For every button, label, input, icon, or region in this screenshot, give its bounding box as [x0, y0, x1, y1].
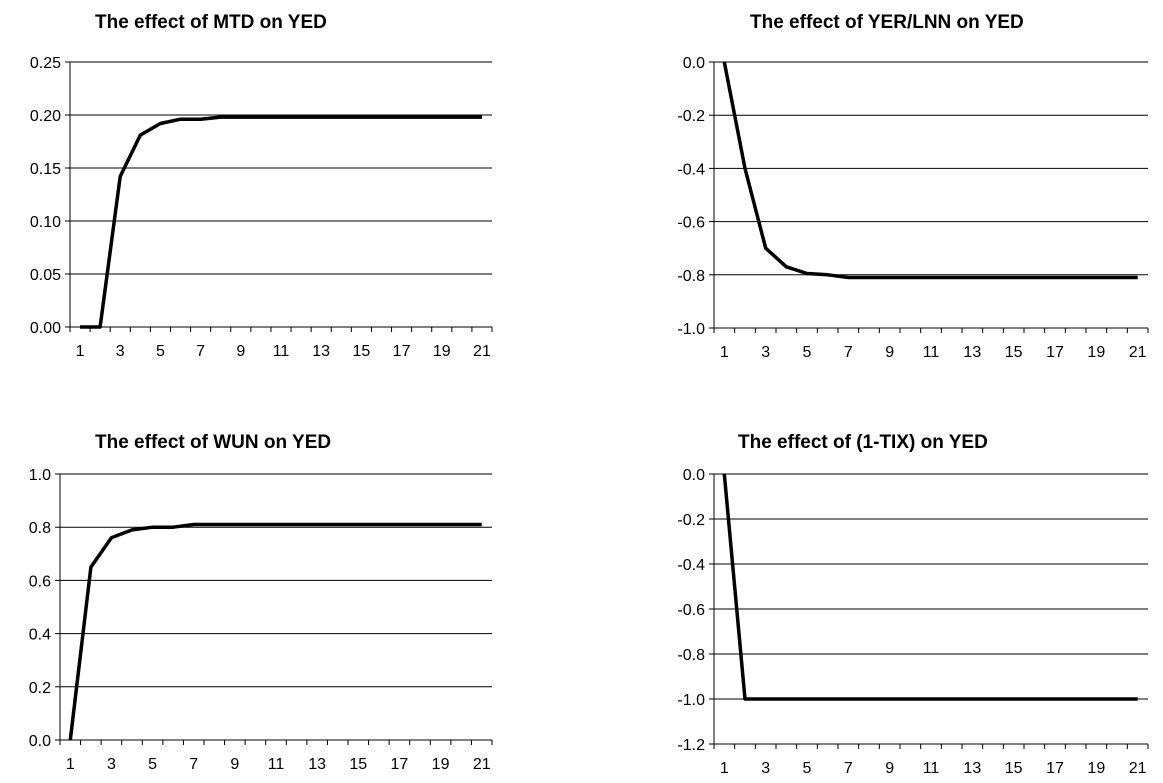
y-tick-label: -1.0	[677, 321, 705, 338]
x-tick-label: 1	[720, 344, 729, 361]
chart-title-yer-lnn: The effect of YER/LNN on YED	[750, 12, 1024, 33]
x-tick-label: 7	[844, 344, 853, 361]
x-tick-label: 17	[1046, 760, 1064, 777]
y-tick-label: 0.0	[683, 467, 705, 484]
x-tick-label: 7	[196, 343, 205, 360]
y-tick-label: 0.15	[30, 161, 61, 178]
y-tick-label: 0.0	[29, 733, 51, 750]
x-tick-label: 9	[236, 343, 245, 360]
y-tick-label: 0.8	[29, 520, 51, 537]
x-tick-label: 17	[1046, 344, 1064, 361]
series-line	[722, 61, 1138, 280]
x-tick-label: 19	[432, 756, 450, 773]
x-tick-label: 3	[761, 760, 770, 777]
x-tick-label: 1	[720, 760, 729, 777]
y-tick-label: -0.2	[677, 512, 705, 529]
x-tick-label: 15	[1005, 760, 1023, 777]
y-tick-label: -0.6	[677, 215, 705, 232]
x-tick-label: 7	[189, 756, 198, 773]
x-tick-label: 1	[66, 756, 75, 773]
y-tick-label: 0.6	[29, 573, 51, 590]
x-tick-label: 17	[393, 343, 411, 360]
x-tick-label: 5	[156, 343, 165, 360]
x-tick-label: 13	[963, 344, 981, 361]
x-tick-label: 9	[230, 756, 239, 773]
x-tick-label: 19	[433, 343, 451, 360]
x-tick-label: 3	[107, 756, 116, 773]
y-tick-label: 0.4	[29, 627, 51, 644]
y-tick-label: 0.25	[30, 55, 61, 72]
chart-title-mtd: The effect of MTD on YED	[95, 12, 327, 33]
y-tick-label: 0.2	[29, 680, 51, 697]
x-tick-label: 21	[473, 756, 491, 773]
y-tick-label: -0.4	[677, 557, 705, 574]
x-tick-label: 3	[116, 343, 125, 360]
chart-title-1-tix: The effect of (1-TIX) on YED	[738, 432, 988, 453]
x-tick-label: 9	[885, 344, 894, 361]
x-tick-label: 15	[352, 343, 370, 360]
x-tick-label: 17	[391, 756, 409, 773]
y-tick-label: -0.6	[677, 602, 705, 619]
series-line	[722, 473, 1138, 701]
x-tick-label: 13	[312, 343, 330, 360]
y-tick-label: 0.05	[30, 267, 61, 284]
x-tick-label: 9	[885, 760, 894, 777]
y-tick-label: 0.20	[30, 108, 61, 125]
series-line	[80, 115, 482, 329]
x-tick-label: 5	[148, 756, 157, 773]
y-tick-label: -0.4	[677, 161, 705, 178]
x-tick-label: 1	[76, 343, 85, 360]
x-tick-label: 15	[1005, 344, 1023, 361]
x-tick-label: 11	[273, 343, 290, 360]
y-tick-label: 0.0	[683, 55, 705, 72]
y-tick-label: -0.2	[677, 108, 705, 125]
y-tick-label: 0.10	[30, 214, 61, 231]
y-tick-label: -1.0	[677, 692, 705, 709]
x-tick-label: 3	[761, 344, 770, 361]
chart-title-wun: The effect of WUN on YED	[95, 432, 332, 453]
series-line	[68, 522, 482, 741]
x-tick-label: 15	[349, 756, 367, 773]
x-tick-label: 5	[803, 344, 812, 361]
x-tick-label: 21	[1129, 344, 1147, 361]
x-tick-label: 7	[844, 760, 853, 777]
x-tick-label: 21	[1129, 760, 1147, 777]
x-tick-label: 11	[923, 760, 940, 777]
x-tick-label: 21	[473, 343, 491, 360]
y-tick-label: -0.8	[677, 647, 705, 664]
x-tick-label: 13	[308, 756, 326, 773]
y-tick-label: -0.8	[677, 268, 705, 285]
x-tick-label: 11	[268, 756, 285, 773]
x-tick-label: 5	[803, 760, 812, 777]
x-tick-label: 13	[963, 760, 981, 777]
y-tick-label: 1.0	[29, 467, 51, 484]
x-tick-label: 19	[1087, 760, 1105, 777]
x-tick-label: 11	[923, 344, 940, 361]
y-tick-label: 0.00	[30, 320, 61, 337]
x-tick-label: 19	[1087, 344, 1105, 361]
y-tick-label: -1.2	[677, 737, 705, 754]
